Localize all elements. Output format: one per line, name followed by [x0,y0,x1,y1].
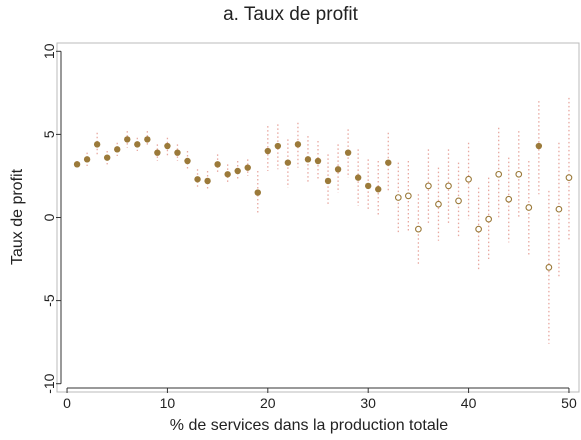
data-point-hollow [525,204,533,211]
data-point-filled [174,149,181,156]
data-point-hollow [565,174,573,181]
data-point-filled [184,157,191,165]
data-point-hollow [425,182,432,190]
data-point-hollow [455,197,462,205]
data-point-filled [73,161,81,168]
x-tick-label: 10 [160,395,176,411]
data-point-filled [344,149,352,156]
data-point-filled [274,142,282,150]
axes-group: -10 -5 0 5 10 0 10 20 30 40 50 [41,43,577,411]
data-point-filled [254,189,261,196]
data-point-hollow [435,200,442,208]
plot-frame [56,42,580,393]
data-point-hollow [415,225,422,233]
data-point-hollow [465,175,472,183]
x-axis-label: % de services dans la production totale [170,417,448,434]
x-tick-label: 40 [461,395,477,411]
data-point-filled [164,142,171,150]
data-point-hollow [485,215,493,223]
y-axis-label: Taux de profit [9,168,26,265]
x-tick-label: 30 [360,395,376,411]
y-tick-label: -5 [41,294,57,307]
data-point-filled [194,176,201,183]
data-point-hollow [505,195,513,203]
data-point-filled [264,147,272,155]
data-point-filled [535,142,543,150]
y-tick-label: 0 [41,213,57,221]
data-point-hollow [445,182,452,190]
data-point-hollow [404,192,412,200]
data-point-filled [103,154,111,161]
data-point-filled [234,167,241,175]
data-point-filled [324,177,332,185]
data-point-hollow [495,170,503,178]
data-point-hollow [515,170,523,178]
data-point-filled [294,141,302,148]
data-point-filled [364,182,372,190]
data-point-filled [214,161,221,168]
data-point-filled [114,146,121,153]
x-tick-label: 0 [63,395,71,411]
data-point-filled [284,159,292,166]
data-point-hollow [394,194,402,201]
data-point-hollow [545,264,553,271]
x-tick-label: 20 [260,395,276,411]
data-point-filled [134,141,141,148]
errorbar-group [76,97,570,344]
y-tick-label: 5 [41,130,57,138]
data-point-filled [314,157,322,165]
data-point-filled [354,174,362,181]
data-point-filled [204,177,211,185]
data-point-hollow [475,225,482,233]
y-tick-label: 10 [41,43,57,59]
data-point-filled [244,164,251,171]
points-group [73,136,573,271]
data-point-filled [124,136,131,143]
chart-title: a. Taux de profit [223,4,358,25]
data-point-filled [385,159,392,166]
data-point-filled [83,156,91,163]
data-point-filled [93,141,101,148]
x-tick-label: 50 [561,395,577,411]
data-point-filled [304,156,312,163]
data-point-hollow [555,205,563,213]
data-point-filled [224,171,231,178]
data-point-filled [375,186,382,193]
data-point-filled [334,166,342,173]
y-tick-label: -10 [41,373,57,393]
data-point-filled [144,136,151,143]
data-point-filled [154,149,161,156]
